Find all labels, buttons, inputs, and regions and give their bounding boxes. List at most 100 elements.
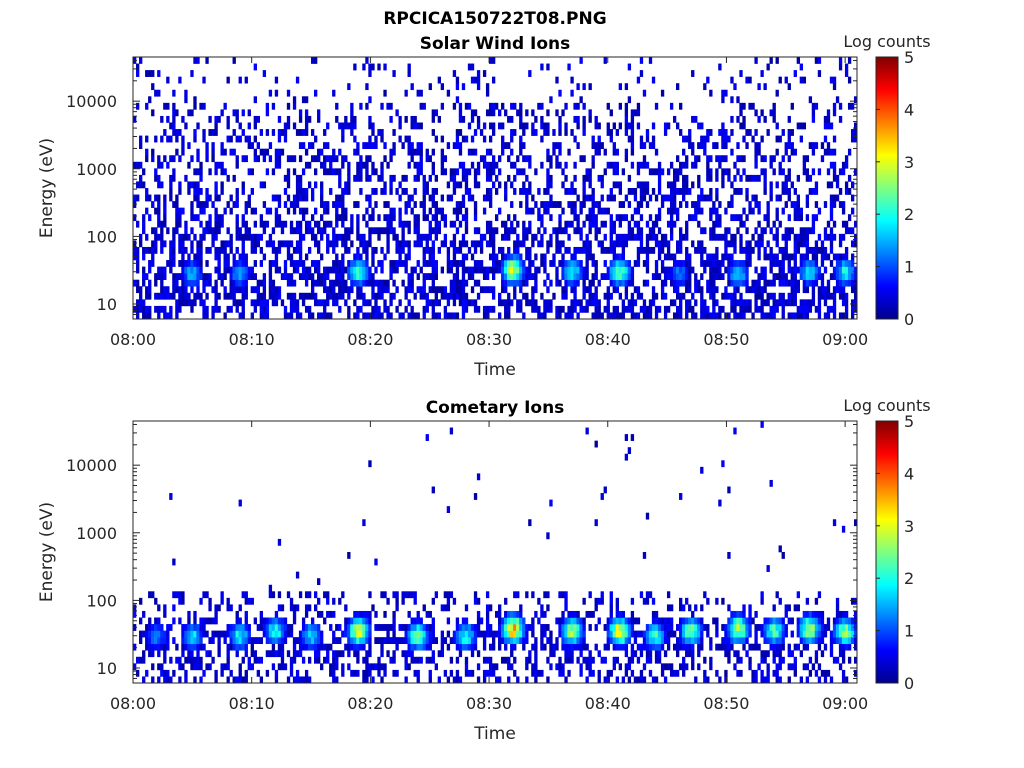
spectrogram-cell (660, 286, 665, 294)
spectrogram-cell (742, 168, 746, 176)
spectrogram-cell (368, 273, 372, 280)
spectrogram-cell (368, 617, 372, 625)
spectrogram-cell (525, 233, 529, 241)
spectrogram-cell (706, 260, 710, 267)
spectrogram-cell (190, 656, 194, 664)
spectrogram-cell (395, 643, 399, 651)
spectrogram-cell (142, 279, 146, 287)
spectrogram-cell (645, 161, 650, 169)
spectrogram-cell (829, 233, 834, 241)
spectrogram-cell (534, 253, 538, 261)
spectrogram-cell (250, 207, 254, 215)
spectrogram-cell (784, 76, 788, 84)
spectrogram-cell (504, 142, 508, 149)
spectrogram-cell (404, 292, 408, 300)
spectrogram-cell (292, 656, 297, 664)
spectrogram-cell (356, 214, 360, 222)
spectrogram-cell (763, 273, 767, 280)
spectrogram-cell (826, 253, 831, 261)
spectrogram-cell (558, 89, 562, 97)
spectrogram-cell (808, 246, 813, 254)
spectrogram-cell (645, 253, 650, 261)
spectrogram-cell (310, 273, 315, 280)
spectrogram-cell (621, 233, 626, 241)
spectrogram-cell (561, 663, 565, 671)
spectrogram-cell (543, 591, 547, 599)
spectrogram-cell (476, 122, 481, 130)
spectrogram-cell (304, 604, 309, 612)
spectrogram-cell (392, 214, 396, 222)
spectrogram-cell (570, 266, 574, 274)
spectrogram-cell (657, 214, 662, 222)
spectrogram-cell (485, 220, 490, 228)
spectrogram-cell (329, 610, 333, 618)
spectrogram-cell (335, 155, 339, 163)
spectrogram-cell (175, 201, 179, 208)
spectrogram-cell (407, 220, 411, 228)
spectrogram-cell (307, 273, 312, 280)
spectrogram-cell (166, 115, 170, 123)
spectrogram-cell (781, 266, 785, 274)
spectrogram-cell (416, 260, 420, 267)
spectrogram-cell (724, 253, 728, 261)
spectrogram-cell (558, 669, 562, 677)
spectrogram-cell (513, 630, 517, 638)
figure-title: RPCICA150722T08.PNG (383, 9, 606, 29)
spectrogram-cell (464, 305, 469, 313)
spectrogram-cell (531, 305, 535, 313)
spectrogram-cell (537, 312, 541, 320)
spectrogram-cell (639, 135, 644, 143)
spectrogram-cell (666, 266, 671, 274)
spectrogram-cell (377, 624, 381, 631)
spectrogram-cell (377, 669, 381, 677)
spectrogram-cell (425, 148, 429, 156)
spectrogram-cell (633, 286, 638, 294)
spectrogram-cell (706, 174, 710, 182)
spectrogram-cell (853, 122, 858, 130)
spectrogram-cell (501, 624, 505, 631)
spectrogram-cell (211, 240, 215, 248)
spectrogram-cell (630, 129, 635, 136)
spectrogram-cell (401, 233, 405, 241)
spectrogram-cell (612, 240, 616, 248)
spectrogram-cell (519, 201, 523, 208)
spectrogram-cell (648, 57, 653, 64)
spectrogram-cell (504, 305, 508, 313)
spectrogram-cell (775, 240, 779, 248)
spectrogram-cell (519, 142, 523, 149)
spectrogram-cell (410, 83, 414, 91)
spectrogram-cell (630, 148, 635, 156)
spectrogram-cell (404, 637, 408, 644)
spectrogram-cell (199, 630, 203, 638)
spectrogram-cell (181, 260, 185, 267)
spectrogram-cell (416, 168, 420, 176)
spectrogram-cell (488, 656, 493, 664)
spectrogram-cell (413, 115, 417, 123)
spectrogram-cell (139, 135, 143, 143)
spectrogram-cell (504, 220, 508, 228)
spectrogram-cell (606, 669, 610, 677)
spectrogram-cell (561, 643, 565, 651)
spectrogram-cell (600, 174, 604, 182)
spectrogram-cell (736, 227, 740, 235)
spectrogram-cell (338, 279, 342, 287)
spectrogram-cell (615, 617, 619, 625)
spectrogram-cell (458, 148, 463, 156)
spectrogram-cell (528, 299, 532, 307)
spectrogram-cell (262, 624, 267, 631)
spectrogram-cell (446, 89, 451, 97)
spectrogram-cell (419, 161, 423, 169)
spectrogram-cell (645, 129, 650, 136)
spectrogram-cell (488, 109, 493, 117)
spectrogram-cell (380, 279, 384, 287)
spectrogram-cell (700, 637, 704, 644)
spectrogram-cell (507, 610, 511, 618)
spectrogram-cell (356, 174, 360, 182)
spectrogram-cell (700, 286, 704, 294)
spectrogram-cell (458, 630, 463, 638)
spectrogram-cell (223, 168, 227, 176)
spectrogram-cell (365, 610, 369, 618)
spectrogram-cell (793, 207, 797, 215)
spectrogram-cell (446, 246, 451, 254)
spectrogram-cell (784, 181, 788, 189)
